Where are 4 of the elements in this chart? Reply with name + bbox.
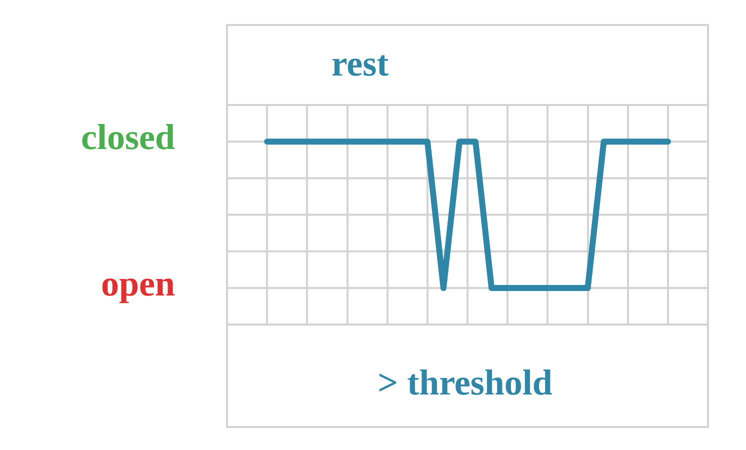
text: closed	[81, 116, 175, 157]
text: open	[100, 263, 175, 304]
text: rest	[331, 43, 389, 84]
text: > threshold	[378, 362, 552, 402]
